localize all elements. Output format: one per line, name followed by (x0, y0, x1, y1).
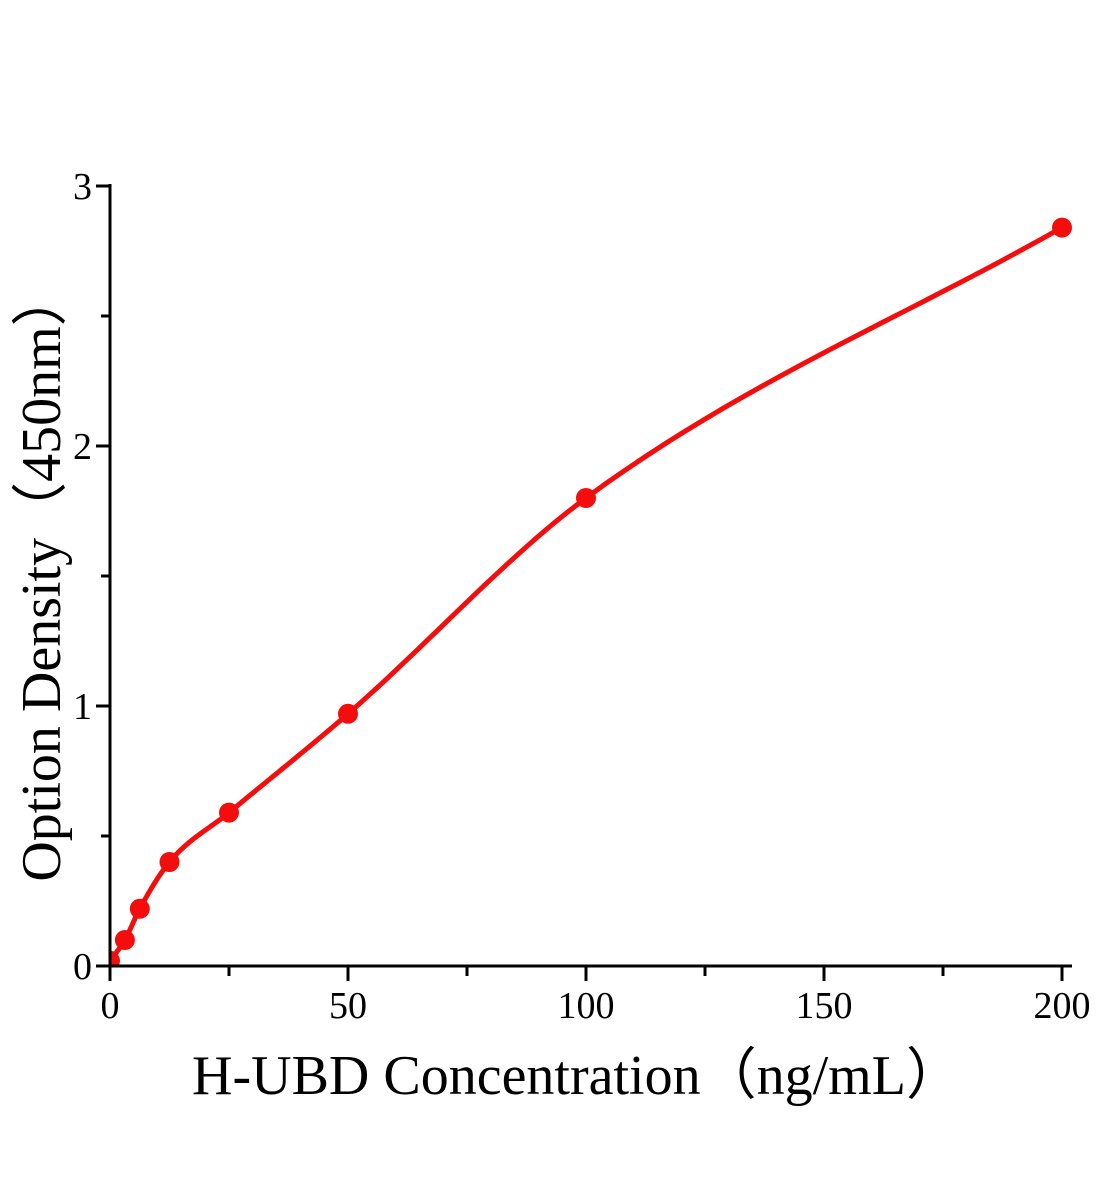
data-point (159, 852, 180, 872)
x-tick-label: 50 (329, 985, 367, 1027)
data-point (114, 930, 135, 950)
x-axis-title: H-UBD Concentration（ng/mL） (192, 1045, 962, 1107)
y-tick-label: 1 (73, 686, 92, 728)
y-tick-label: 3 (73, 166, 92, 208)
fit-curve (111, 225, 1065, 963)
x-tick-label: 200 (1034, 985, 1091, 1027)
data-point (1052, 217, 1072, 238)
data-point (129, 898, 150, 919)
data-point (111, 950, 120, 965)
x-tick-label: 0 (101, 985, 120, 1027)
axes (96, 184, 1072, 981)
data-point (576, 488, 596, 508)
y-tick-label: 2 (73, 426, 92, 468)
tick-labels: 0 50 100 150 200 0 1 2 3 (73, 166, 1091, 1027)
data-point (219, 802, 239, 823)
x-tick-label: 150 (796, 985, 853, 1027)
y-tick-label: 0 (73, 946, 92, 988)
data-layer (111, 217, 1072, 965)
x-tick-label: 100 (558, 985, 615, 1027)
data-point (338, 703, 358, 724)
y-axis-title: Option Density（450nm） (11, 270, 73, 881)
